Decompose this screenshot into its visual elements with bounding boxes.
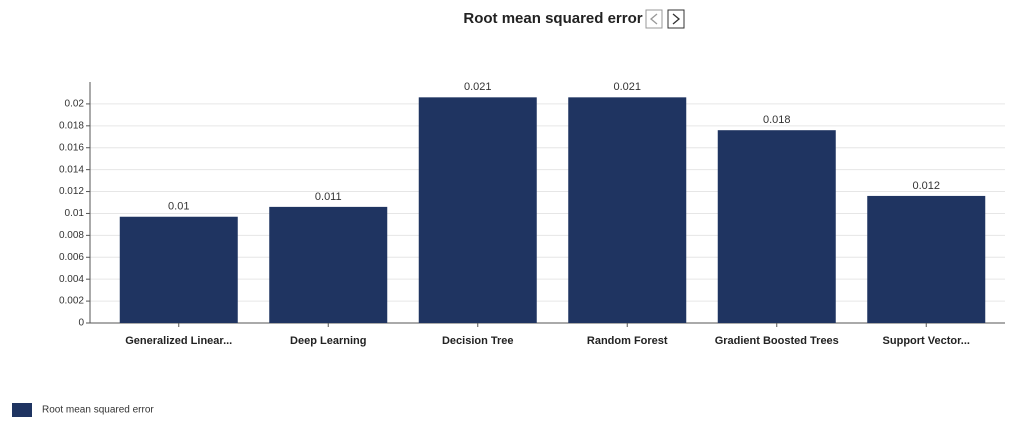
x-tick-label: Deep Learning [290,335,366,347]
x-tick-label: Decision Tree [442,335,514,347]
data-label: 0.012 [912,180,940,192]
next-icon[interactable] [672,13,681,25]
bar [867,195,986,323]
bar [119,216,238,323]
x-tick-label: Random Forest [587,335,668,347]
y-tick-label: 0.008 [59,230,84,241]
y-tick-label: 0.016 [59,142,84,153]
next-button-box[interactable] [667,9,685,29]
y-tick-label: 0.018 [59,120,84,131]
y-tick-label: 0.01 [65,208,85,219]
y-tick-label: 0.012 [59,186,84,197]
data-label: 0.021 [613,81,641,93]
bar [418,97,537,323]
bar [568,97,687,323]
chart-title: Root mean squared error [463,10,642,27]
prev-button[interactable] [645,9,663,29]
prev-icon[interactable] [649,13,658,25]
data-label: 0.011 [315,191,342,203]
data-label: 0.01 [168,201,189,213]
x-tick-label: Gradient Boosted Trees [715,335,839,347]
x-tick-label: Generalized Linear... [125,335,232,347]
legend-swatch [12,403,32,417]
x-tick-label: Support Vector... [883,335,970,347]
y-tick-label: 0.02 [65,99,85,110]
prev-button-box[interactable] [645,9,663,29]
y-tick-label: 0.006 [59,252,84,263]
bar [717,130,836,323]
data-label: 0.018 [763,114,791,126]
y-tick-label: 0 [78,318,84,329]
data-label: 0.021 [464,81,492,93]
bar [269,206,388,323]
next-button[interactable] [667,9,685,29]
y-tick-label: 0.014 [59,164,84,175]
y-tick-label: 0.002 [59,296,84,307]
legend-label: Root mean squared error [42,405,154,416]
y-tick-label: 0.004 [59,274,84,285]
